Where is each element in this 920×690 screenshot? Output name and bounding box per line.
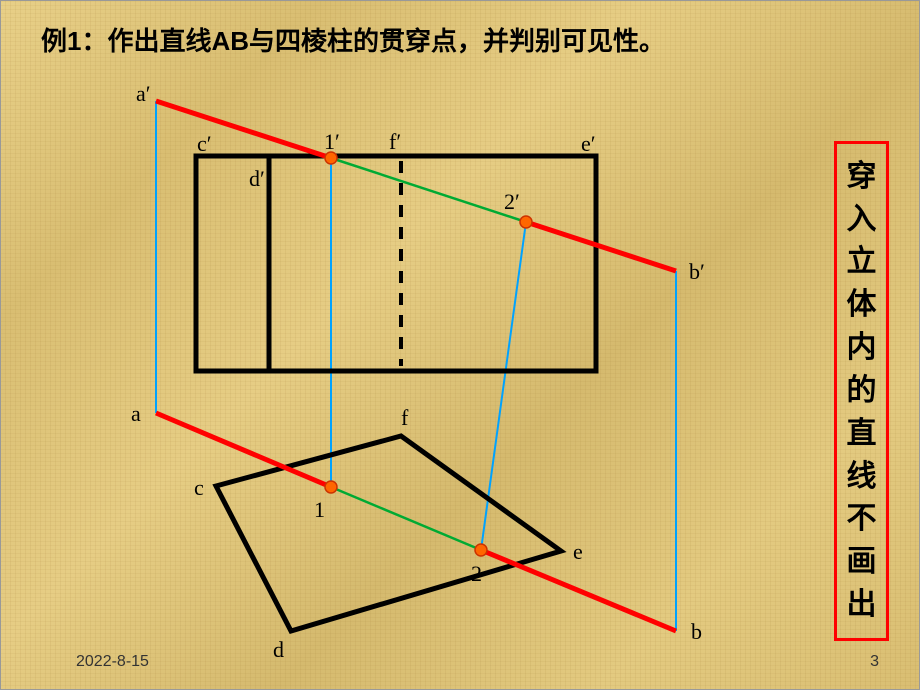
- side-note-char: 线: [847, 462, 877, 492]
- label-b_p: b′: [689, 259, 705, 285]
- label-two_p: 2′: [504, 189, 520, 215]
- label-c_p: c′: [197, 131, 212, 157]
- slide-date: 2022-8-15: [76, 653, 149, 671]
- label-f_p: f′: [389, 129, 401, 155]
- side-note-char: 立: [847, 247, 877, 277]
- label-d_p: d′: [249, 166, 265, 192]
- label-two: 2: [471, 561, 482, 587]
- label-a_p: a′: [136, 81, 151, 107]
- label-c: c: [194, 475, 204, 501]
- slide-page-number: 3: [870, 653, 879, 671]
- label-a: a: [131, 401, 141, 427]
- side-note-char: 内: [847, 333, 877, 363]
- label-e: e: [573, 539, 583, 565]
- label-b: b: [691, 619, 702, 645]
- side-note-char: 画: [847, 547, 877, 577]
- label-e_p: e′: [581, 131, 596, 157]
- side-note-char: 不: [847, 504, 877, 534]
- side-note-char: 的: [847, 376, 877, 406]
- side-note-char: 体: [847, 290, 877, 320]
- label-one_p: 1′: [324, 129, 340, 155]
- label-f: f: [401, 405, 408, 431]
- label-d: d: [273, 637, 284, 663]
- side-note-char: 穿: [847, 162, 877, 192]
- side-note-box: 穿入立体内的直线不画出: [834, 141, 889, 641]
- label-one: 1: [314, 497, 325, 523]
- side-note-char: 出: [847, 590, 877, 620]
- side-note-char: 入: [847, 205, 877, 235]
- side-note-char: 直: [847, 419, 877, 449]
